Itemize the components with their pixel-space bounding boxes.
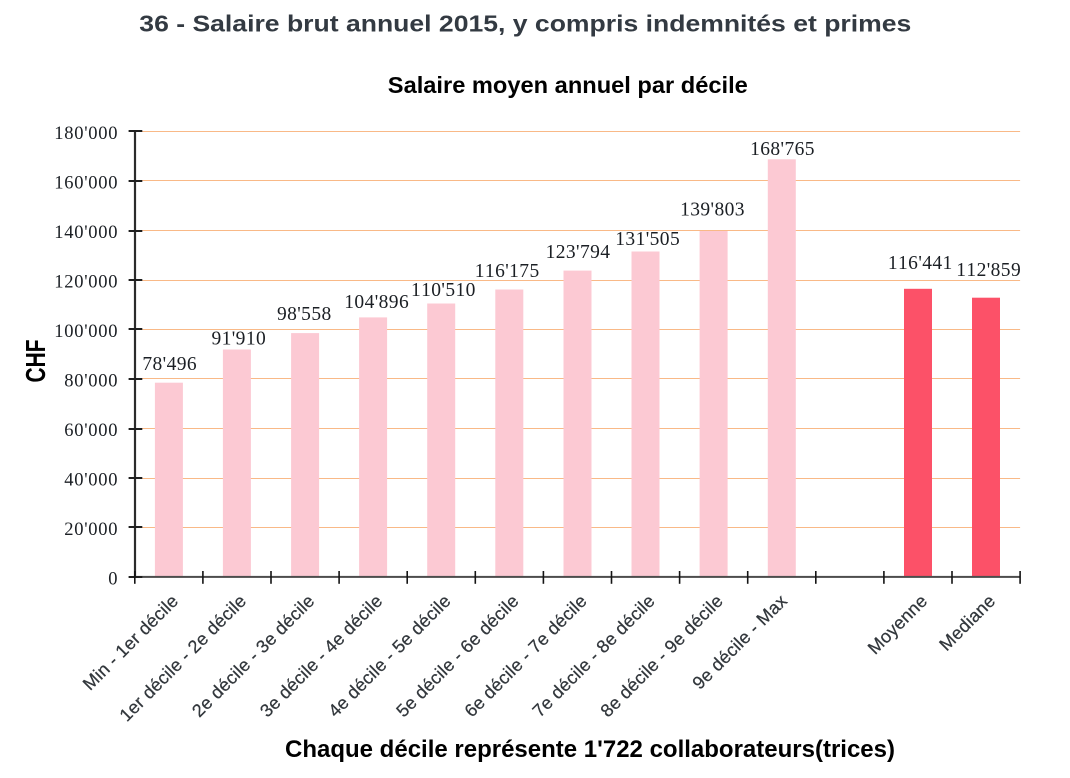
svg-text:91'910: 91'910 [211, 329, 266, 350]
svg-text:123'794: 123'794 [546, 242, 611, 263]
svg-text:112'859: 112'859 [956, 260, 1021, 281]
svg-text:Chaque décile représente 1'722: Chaque décile représente 1'722 collabora… [285, 736, 895, 763]
svg-text:131'505: 131'505 [615, 229, 680, 250]
svg-text:CHF: CHF [20, 340, 51, 383]
svg-text:98'558: 98'558 [277, 304, 332, 325]
svg-text:168'765: 168'765 [750, 139, 815, 160]
svg-text:60'000: 60'000 [64, 421, 118, 441]
svg-text:116'441: 116'441 [888, 253, 953, 274]
svg-text:0: 0 [108, 570, 118, 590]
svg-text:40'000: 40'000 [64, 471, 118, 491]
svg-text:78'496: 78'496 [142, 354, 197, 375]
svg-text:100'000: 100'000 [54, 322, 118, 342]
svg-text:160'000: 160'000 [54, 174, 118, 194]
svg-text:36 - Salaire brut annuel 2015,: 36 - Salaire brut annuel 2015, y compris… [139, 11, 911, 37]
svg-text:20'000: 20'000 [64, 520, 118, 540]
svg-text:110'510: 110'510 [411, 280, 476, 301]
svg-text:120'000: 120'000 [54, 273, 118, 293]
svg-text:80'000: 80'000 [64, 372, 118, 392]
svg-text:Salaire moyen annuel par décil: Salaire moyen annuel par décile [388, 72, 748, 98]
svg-text:116'175: 116'175 [475, 261, 540, 282]
svg-text:104'896: 104'896 [344, 292, 409, 313]
svg-text:140'000: 140'000 [54, 223, 118, 243]
svg-text:139'803: 139'803 [680, 200, 745, 221]
svg-text:180'000: 180'000 [54, 124, 118, 144]
